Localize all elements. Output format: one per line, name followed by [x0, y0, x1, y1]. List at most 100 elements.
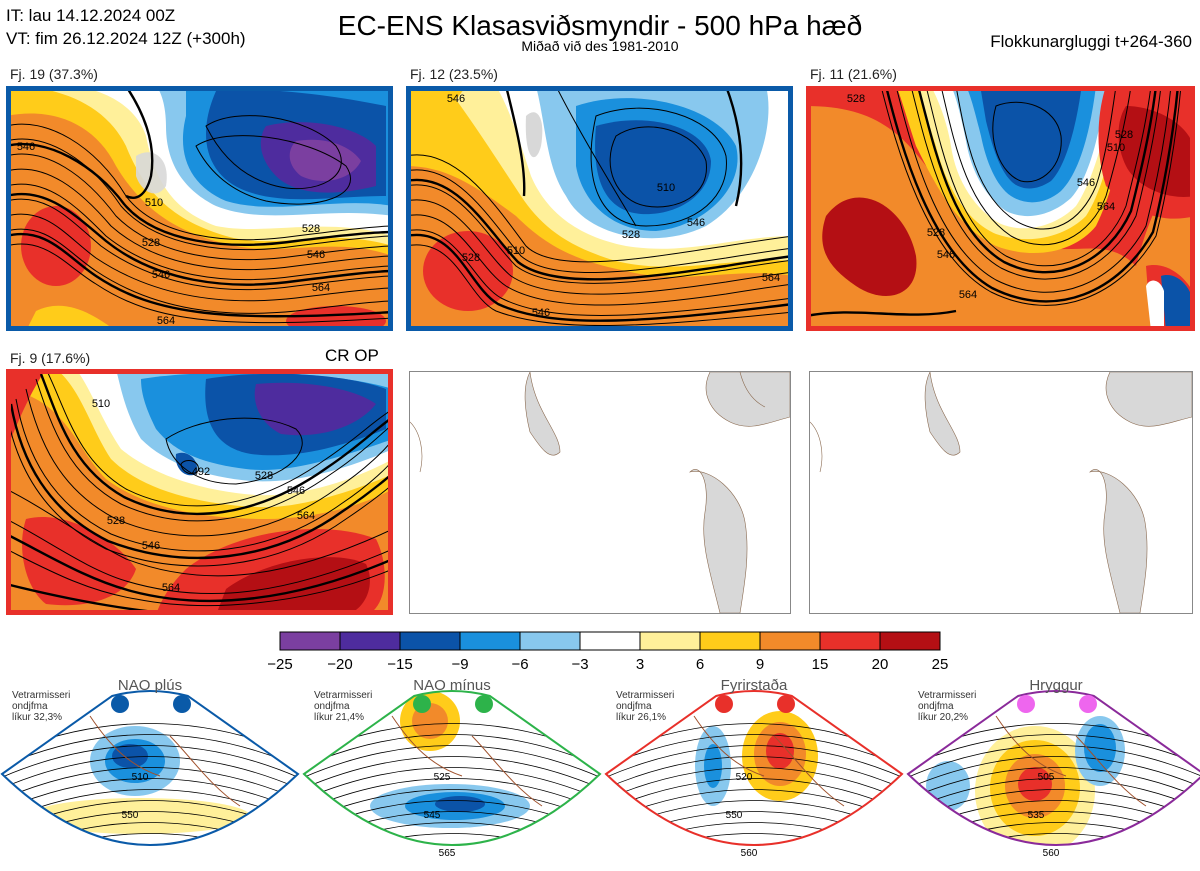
- contour-label: 528: [927, 227, 945, 239]
- panel-5-empty-map: [409, 371, 791, 614]
- contour-line: [2, 833, 298, 845]
- contour-label: 546: [17, 141, 35, 153]
- regime-note: líkur 20,2%: [918, 712, 968, 723]
- colorbar-tick-label: 25: [932, 656, 949, 673]
- panel-4-label: Fj. 9 (17.6%): [10, 350, 91, 366]
- regime-note: ondjfma: [616, 701, 652, 712]
- contour-line: [304, 767, 600, 801]
- contour-label: 510: [145, 197, 163, 209]
- colorbar: −25 −20 −15 −9 −6 −3 3 6 9 15 20 25: [267, 631, 948, 673]
- init-time: IT: lau 14.12.2024 00Z: [6, 6, 176, 25]
- regime-marker-dot: [111, 695, 129, 713]
- contour-line: [908, 734, 1200, 768]
- panel-2-map: 510 528 546 546 564 510 528 546: [406, 86, 793, 331]
- colorbar-tick-label: −6: [511, 656, 528, 673]
- regime-marker-dot: [1017, 695, 1035, 713]
- contour-line: [606, 778, 902, 812]
- regime-title: Hryggur: [1029, 677, 1082, 694]
- regime-contour-label: 565: [439, 848, 456, 859]
- colorbar-swatch: [579, 631, 641, 651]
- colorbar-tick-labels: −25 −20 −15 −9 −6 −3 3 6 9 15 20 25: [267, 656, 948, 673]
- regime-title: Fyrirstaða: [721, 677, 788, 694]
- regime-4: 505 535 560 Hryggur Vetrarmisseriondjfmalíku…: [906, 677, 1200, 859]
- contour-label: 546: [287, 485, 305, 497]
- page-title: EC-ENS Klasasviðsmyndir - 500 hPa hæð: [337, 10, 863, 41]
- contour-line: [606, 833, 902, 845]
- contour-label: 528: [255, 470, 273, 482]
- regime-contour-label: 535: [1028, 810, 1045, 821]
- panel-4-map: 510 528 546 564 546 564 528 492: [6, 369, 393, 615]
- colorbar-swatch: [459, 631, 521, 651]
- contour-label: 546: [532, 307, 550, 319]
- coastline: [89, 715, 241, 807]
- classification-window: Flokkunargluggi t+264-360: [990, 32, 1192, 51]
- colorbar-tick-label: −20: [327, 656, 352, 673]
- regime-note: líkur 32,3%: [12, 712, 62, 723]
- contour-line: [908, 767, 1200, 801]
- contour-line: [304, 734, 600, 768]
- regime-title: NAO plús: [118, 677, 182, 694]
- colorbar-tick-label: −9: [451, 656, 468, 673]
- contour-label: 528: [107, 515, 125, 527]
- panel-6-empty-map: [809, 371, 1193, 614]
- panel-1-label: Fj. 19 (37.3%): [10, 66, 98, 82]
- coastline: [693, 715, 845, 807]
- regime-1: 510 550 NAO plús Vetrarmisseriondjfmalíkur …: [0, 677, 300, 846]
- regime-contour-label: 560: [1043, 848, 1060, 859]
- colorbar-tick-label: −15: [387, 656, 412, 673]
- regime-contour-label: 560: [741, 848, 758, 859]
- regime-marker-dot: [413, 695, 431, 713]
- contour-line: [908, 778, 1200, 812]
- contour-line: [2, 745, 298, 779]
- regime-frame: [0, 690, 300, 846]
- contour-line: [908, 756, 1200, 790]
- regime-marker-dot: [1079, 695, 1097, 713]
- contour-label: 492: [192, 466, 210, 478]
- contour-label: 510: [657, 182, 675, 194]
- contour-line: [304, 833, 600, 845]
- contour-label: 546: [152, 269, 170, 281]
- colorbar-swatch: [339, 631, 401, 651]
- colorbar-swatch: [879, 631, 941, 651]
- regime-note: ondjfma: [314, 701, 350, 712]
- contour-label: 564: [297, 510, 315, 522]
- contour-label: 546: [307, 249, 325, 261]
- contour-label: 528: [462, 252, 480, 264]
- colorbar-swatch: [519, 631, 581, 651]
- anomaly-blob: [704, 744, 722, 788]
- contour-line: [304, 778, 600, 812]
- anomaly-blob: [766, 733, 794, 769]
- colorbar-tick-label: −25: [267, 656, 292, 673]
- regime-note: Vetrarmisseri: [616, 690, 674, 701]
- colorbar-tick-label: 6: [696, 656, 704, 673]
- page-subtitle: Miðað við des 1981-2010: [521, 38, 679, 54]
- panel-3-map: 528 528 546 564 510 528 546 564: [806, 86, 1195, 331]
- colorbar-swatch: [759, 631, 821, 651]
- regime-3: 520 550 560 Fyrirstaða Vetrarmisseriondjfmal…: [604, 677, 904, 859]
- contour-line: [2, 756, 298, 790]
- contour-label: 528: [1115, 129, 1133, 141]
- regime-2: 525 545 565 NAO mínus Vetrarmisseriondjfmalí…: [302, 677, 602, 859]
- contour-line: [2, 767, 298, 801]
- contour-label: 564: [157, 315, 175, 327]
- valid-time: VT: fim 26.12.2024 12Z (+300h): [6, 29, 246, 48]
- contour-label: 564: [959, 289, 977, 301]
- contour-label: 546: [142, 540, 160, 552]
- contour-label: 546: [687, 217, 705, 229]
- contour-line: [2, 778, 298, 812]
- regime-contour-label: 550: [726, 810, 743, 821]
- panel-1-map: 510 528 528 546 546 564 564 546: [6, 86, 393, 331]
- colorbar-swatch: [639, 631, 701, 651]
- regime-note: Vetrarmisseri: [918, 690, 976, 701]
- colorbar-tick-label: −3: [571, 656, 588, 673]
- contour-label: 528: [622, 229, 640, 241]
- contour-label: 528: [142, 237, 160, 249]
- contour-line: [2, 734, 298, 768]
- colorbar-tick-label: 9: [756, 656, 764, 673]
- coastline: [391, 715, 543, 807]
- contour-line: [606, 756, 902, 790]
- regime-note: Vetrarmisseri: [12, 690, 70, 701]
- contour-label: 510: [92, 398, 110, 410]
- regime-contour-label: 550: [122, 810, 139, 821]
- contour-label: 546: [447, 93, 465, 105]
